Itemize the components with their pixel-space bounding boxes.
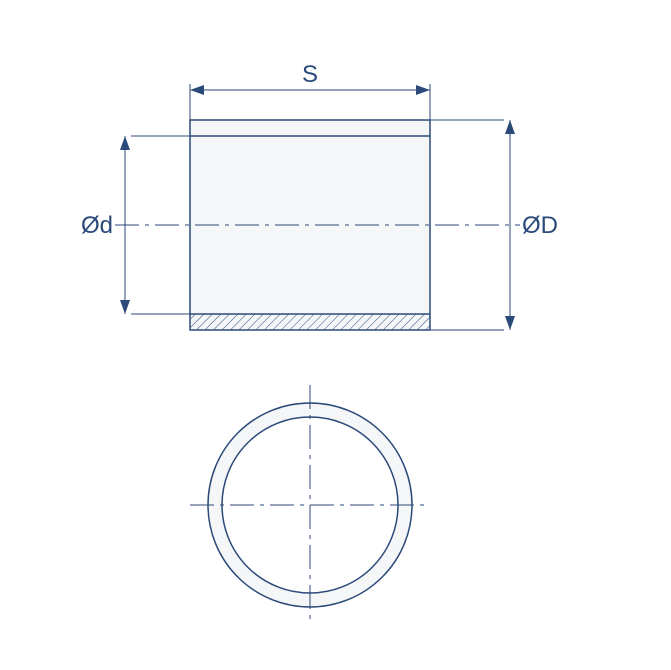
end-view: [190, 385, 430, 625]
section-hatch: [190, 314, 430, 330]
dimension-width: S: [190, 61, 430, 120]
label-inner-dia: Ød: [81, 212, 113, 239]
label-width: S: [302, 61, 318, 88]
label-outer-dia: ØD: [522, 212, 558, 239]
bushing-drawing: S Ød ØD: [0, 0, 671, 670]
side-view: [115, 120, 520, 330]
